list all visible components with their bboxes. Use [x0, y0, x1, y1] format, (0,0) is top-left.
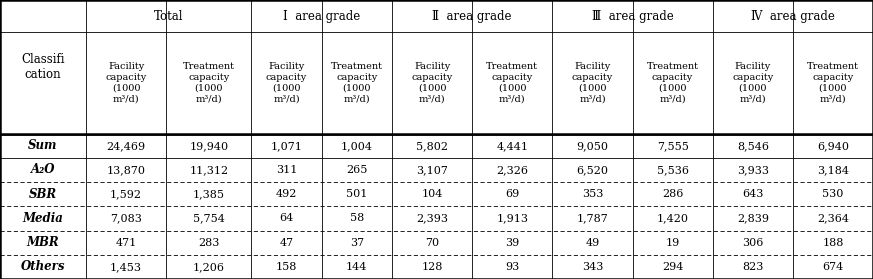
Text: Facility
capacity
(1000
m³/d): Facility capacity (1000 m³/d): [732, 62, 773, 104]
Text: Treatment
capacity
(1000
m³/d): Treatment capacity (1000 m³/d): [331, 62, 383, 104]
Text: 530: 530: [822, 189, 843, 199]
Text: 24,469: 24,469: [107, 141, 146, 151]
Text: 1,453: 1,453: [110, 262, 142, 272]
Text: Ⅲ  area grade: Ⅲ area grade: [592, 9, 673, 23]
Text: 2,839: 2,839: [737, 213, 769, 223]
Text: 19: 19: [665, 238, 680, 248]
Text: 5,536: 5,536: [656, 165, 689, 175]
Text: 47: 47: [279, 238, 293, 248]
Text: Classifi
cation: Classifi cation: [21, 52, 65, 81]
Text: 343: 343: [581, 262, 603, 272]
Text: Media: Media: [23, 212, 64, 225]
Text: Ⅳ  area grade: Ⅳ area grade: [751, 9, 835, 23]
Text: Facility
capacity
(1000
m³/d): Facility capacity (1000 m³/d): [265, 62, 307, 104]
Text: 501: 501: [346, 189, 368, 199]
Text: 128: 128: [422, 262, 443, 272]
Text: 294: 294: [662, 262, 684, 272]
Text: Treatment
capacity
(1000
m³/d): Treatment capacity (1000 m³/d): [182, 62, 235, 104]
Text: 283: 283: [198, 238, 219, 248]
Text: 69: 69: [505, 189, 519, 199]
Text: 265: 265: [346, 165, 368, 175]
Text: Treatment
capacity
(1000
m³/d): Treatment capacity (1000 m³/d): [807, 62, 859, 104]
Text: 7,083: 7,083: [110, 213, 142, 223]
Text: 1,787: 1,787: [576, 213, 608, 223]
Text: 39: 39: [505, 238, 519, 248]
Text: 1,071: 1,071: [271, 141, 302, 151]
Text: 3,184: 3,184: [817, 165, 849, 175]
Text: 3,933: 3,933: [737, 165, 769, 175]
Text: 492: 492: [276, 189, 297, 199]
Text: Facility
capacity
(1000
m³/d): Facility capacity (1000 m³/d): [572, 62, 613, 104]
Text: A₂O: A₂O: [31, 163, 55, 177]
Text: 1,206: 1,206: [193, 262, 224, 272]
Text: 70: 70: [425, 238, 439, 248]
Text: 19,940: 19,940: [189, 141, 228, 151]
Text: 93: 93: [505, 262, 519, 272]
Text: 2,326: 2,326: [496, 165, 528, 175]
Text: 1,385: 1,385: [193, 189, 224, 199]
Text: 1,004: 1,004: [340, 141, 373, 151]
Text: 49: 49: [585, 238, 600, 248]
Text: Treatment
capacity
(1000
m³/d): Treatment capacity (1000 m³/d): [647, 62, 698, 104]
Text: SBR: SBR: [29, 188, 57, 201]
Text: 11,312: 11,312: [189, 165, 228, 175]
Text: 158: 158: [276, 262, 297, 272]
Text: Total: Total: [154, 9, 183, 23]
Text: 674: 674: [822, 262, 843, 272]
Text: 7,555: 7,555: [656, 141, 689, 151]
Text: 144: 144: [346, 262, 368, 272]
Text: 3,107: 3,107: [416, 165, 448, 175]
Text: 4,441: 4,441: [496, 141, 528, 151]
Text: 104: 104: [422, 189, 443, 199]
Text: 188: 188: [822, 238, 843, 248]
Text: Ⅱ  area grade: Ⅱ area grade: [432, 9, 512, 23]
Text: 58: 58: [350, 213, 364, 223]
Text: 5,802: 5,802: [416, 141, 448, 151]
Text: Treatment
capacity
(1000
m³/d): Treatment capacity (1000 m³/d): [486, 62, 539, 104]
Text: 6,940: 6,940: [817, 141, 849, 151]
Text: 286: 286: [662, 189, 684, 199]
Text: Facility
capacity
(1000
m³/d): Facility capacity (1000 m³/d): [106, 62, 147, 104]
Text: 2,364: 2,364: [817, 213, 849, 223]
Text: 353: 353: [581, 189, 603, 199]
Text: 306: 306: [742, 238, 764, 248]
Text: 8,546: 8,546: [737, 141, 769, 151]
Text: 1,913: 1,913: [496, 213, 528, 223]
Text: 311: 311: [276, 165, 297, 175]
Text: 1,592: 1,592: [110, 189, 142, 199]
Text: 2,393: 2,393: [416, 213, 448, 223]
Text: 5,754: 5,754: [193, 213, 224, 223]
Text: Others: Others: [21, 260, 65, 273]
Text: 1,420: 1,420: [656, 213, 689, 223]
Text: MBR: MBR: [27, 236, 59, 249]
Text: 471: 471: [115, 238, 137, 248]
Text: 6,520: 6,520: [576, 165, 608, 175]
Text: 9,050: 9,050: [576, 141, 608, 151]
Text: Sum: Sum: [28, 139, 58, 152]
Text: 13,870: 13,870: [107, 165, 146, 175]
Text: 823: 823: [742, 262, 764, 272]
Text: 643: 643: [742, 189, 764, 199]
Text: 64: 64: [279, 213, 293, 223]
Text: I  area grade: I area grade: [283, 9, 361, 23]
Text: Facility
capacity
(1000
m³/d): Facility capacity (1000 m³/d): [411, 62, 453, 104]
Text: 37: 37: [350, 238, 364, 248]
